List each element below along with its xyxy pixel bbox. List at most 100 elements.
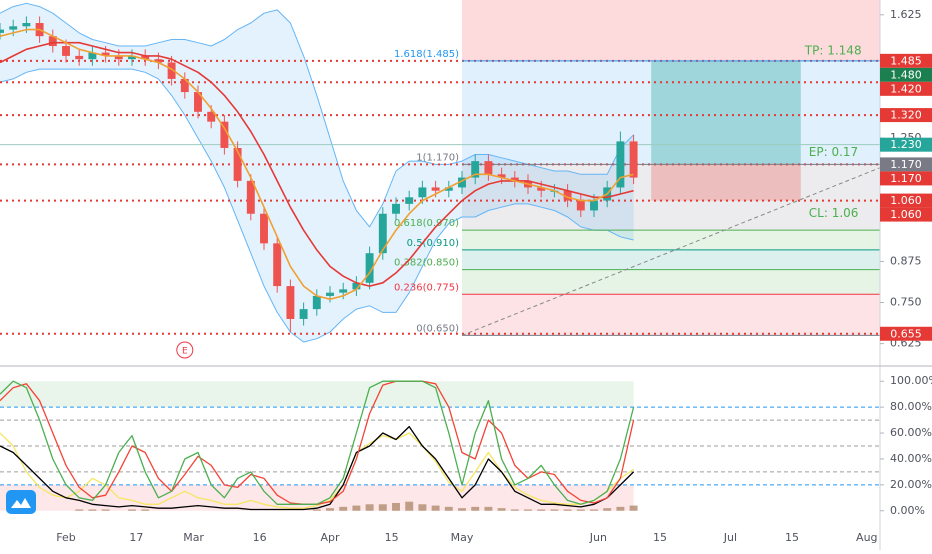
fib-label: 0.618(0.970) [394,218,459,229]
candle-body [299,309,308,319]
price-tag-label: 1.170 [890,158,922,171]
osc-bar [128,509,136,511]
candle-body [207,111,216,122]
osc-bar [88,509,97,511]
candle-body [180,78,189,93]
target-label: TP: 1.148 [804,43,862,57]
candle-body [431,187,440,191]
osc-bar [312,509,321,511]
candle-body [273,243,282,287]
entry-label: EP: 0.17 [809,145,858,159]
candle-body [418,187,427,198]
y-tick-label: 1.625 [890,8,922,21]
price-tag [880,171,932,186]
candle-body [260,213,268,244]
osc-bar [352,505,361,511]
price-tag [880,108,932,123]
candle-body [563,190,572,201]
x-tick-label: May [451,531,474,544]
osc-bar [418,504,427,511]
logo [6,490,36,514]
y-tick-label: 100.00% [890,374,932,387]
fib-label: 0.5(0.910) [407,238,459,249]
price-tag-label: 1.485 [890,54,922,67]
logo-box [6,490,36,514]
candle-body [378,213,387,254]
candle-body [22,23,31,27]
osc-bar [392,502,400,511]
price-tag-label: 1.230 [890,138,922,151]
candle-body [128,55,136,60]
osc-bar [563,509,572,511]
osc-bar [405,501,414,511]
price-tag [880,207,932,222]
fib-zone [462,269,880,295]
fib-label: 0.236(0.775) [394,282,459,293]
fib-zone [462,294,880,336]
candle-body [497,174,506,178]
event-label: E [182,347,188,357]
price-tag [880,193,932,208]
x-tick-label: Mar [183,531,204,544]
x-tick-label: Jul [723,531,737,544]
fib-label: 0(0.650) [416,323,459,334]
candle-body [616,141,625,188]
candle-body [537,187,546,191]
fib-label: 1.618(1.485) [394,49,459,60]
osc-bar [510,509,519,511]
y-tick-label: 80.00% [890,400,932,413]
candle-body [339,289,348,293]
moving-average [0,28,634,300]
price-tag [880,53,932,68]
price-tag-label: 0.655 [890,327,922,340]
candle-body [286,286,295,319]
osc-bar [471,506,480,511]
osc-bar [537,509,546,511]
osc-band [0,381,634,408]
candle-body [154,59,163,63]
x-tick-label: 15 [653,531,667,544]
price-tag [880,157,932,172]
price-tag [880,137,932,152]
price-tag [880,67,932,82]
target-zone [651,60,801,165]
x-tick-label: 15 [785,531,799,544]
osc-bar [629,505,638,511]
osc-bar [431,505,440,511]
fib-zone [462,230,880,250]
fib-zone [462,249,880,270]
candle-body [62,46,70,56]
osc-bar [444,506,453,511]
fib-label: 1(1.170) [416,152,459,163]
osc-bar [378,504,387,511]
osc-line [0,425,635,511]
candle-body [365,253,374,283]
band-fill [0,3,634,343]
y-tick-label: 20.00% [890,478,932,491]
price-tag-label: 1.420 [890,82,922,95]
y-tick-label: 0.875 [890,254,922,267]
candle-body [246,180,255,214]
candle-body [233,147,242,181]
trend-line [461,167,881,336]
candle-body [444,187,453,191]
candle-body [312,295,321,310]
candle-body [88,52,97,60]
price-tag-label: 1.060 [890,194,922,207]
candle-body [471,161,480,178]
price-tag [880,326,932,341]
osc-bar [141,509,150,511]
candle-body [194,92,202,112]
osc-line [0,380,635,505]
price-tag-label: 1.480 [890,68,922,81]
band-lower [0,68,634,343]
candle-body [590,200,598,211]
osc-bar [339,506,348,511]
y-tick-label: 0.00% [890,504,925,517]
candle-body [75,55,84,60]
x-tick-label: 15 [385,531,399,544]
candle-body [0,29,4,33]
price-tag [880,81,932,96]
price-tag-label: 1.060 [890,208,922,221]
